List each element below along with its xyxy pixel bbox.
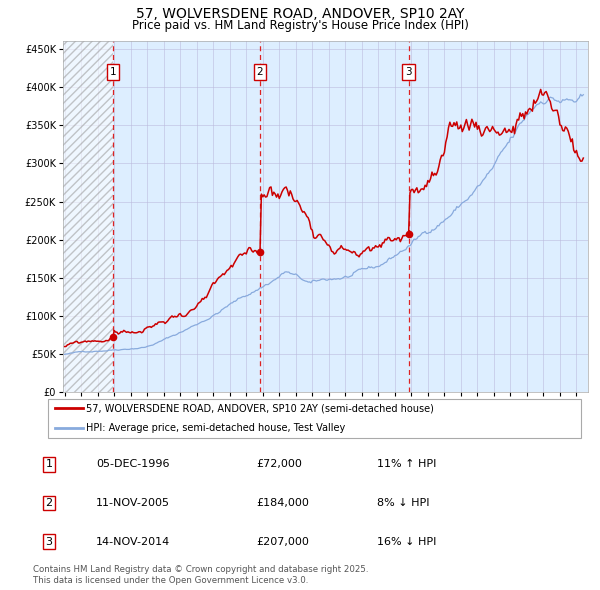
Text: 1: 1	[109, 67, 116, 77]
Text: Price paid vs. HM Land Registry's House Price Index (HPI): Price paid vs. HM Land Registry's House …	[131, 19, 469, 32]
Text: 2: 2	[45, 498, 52, 508]
Text: 3: 3	[405, 67, 412, 77]
FancyBboxPatch shape	[48, 399, 581, 438]
Text: £72,000: £72,000	[256, 459, 302, 469]
Text: 8% ↓ HPI: 8% ↓ HPI	[377, 498, 430, 508]
Text: HPI: Average price, semi-detached house, Test Valley: HPI: Average price, semi-detached house,…	[86, 423, 345, 433]
Text: 57, WOLVERSDENE ROAD, ANDOVER, SP10 2AY (semi-detached house): 57, WOLVERSDENE ROAD, ANDOVER, SP10 2AY …	[86, 403, 433, 413]
Text: 11% ↑ HPI: 11% ↑ HPI	[377, 459, 437, 469]
Bar	[63, 41, 113, 392]
Text: Contains HM Land Registry data © Crown copyright and database right 2025.
This d: Contains HM Land Registry data © Crown c…	[33, 565, 368, 585]
Text: 2: 2	[257, 67, 263, 77]
Text: 05-DEC-1996: 05-DEC-1996	[96, 459, 169, 469]
Text: 11-NOV-2005: 11-NOV-2005	[96, 498, 170, 508]
Text: 57, WOLVERSDENE ROAD, ANDOVER, SP10 2AY: 57, WOLVERSDENE ROAD, ANDOVER, SP10 2AY	[136, 7, 464, 21]
Text: 1: 1	[46, 459, 52, 469]
Text: 16% ↓ HPI: 16% ↓ HPI	[377, 537, 437, 547]
Text: 3: 3	[46, 537, 52, 547]
Text: £184,000: £184,000	[256, 498, 309, 508]
Text: £207,000: £207,000	[256, 537, 309, 547]
Text: 14-NOV-2014: 14-NOV-2014	[96, 537, 170, 547]
